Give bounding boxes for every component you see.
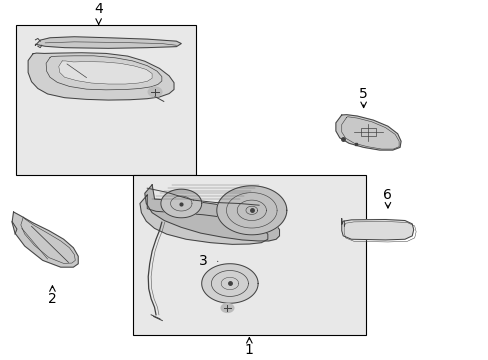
Text: 1: 1 — [244, 343, 253, 357]
Text: 5: 5 — [359, 87, 367, 102]
Bar — [132, 175, 366, 334]
Polygon shape — [144, 185, 279, 241]
Polygon shape — [12, 212, 78, 267]
Text: 6: 6 — [383, 188, 391, 202]
Polygon shape — [341, 219, 413, 240]
Circle shape — [216, 186, 286, 235]
Circle shape — [201, 264, 258, 303]
Polygon shape — [59, 61, 152, 84]
Text: 2: 2 — [48, 292, 57, 306]
Bar — [16, 25, 196, 175]
Text: 3: 3 — [199, 255, 207, 268]
Polygon shape — [35, 37, 181, 48]
Polygon shape — [335, 115, 400, 150]
Circle shape — [221, 303, 233, 312]
Polygon shape — [28, 53, 174, 100]
Bar — [361, 128, 375, 136]
Circle shape — [148, 87, 162, 96]
Polygon shape — [140, 195, 267, 244]
Circle shape — [161, 189, 201, 218]
Text: 4: 4 — [94, 2, 103, 16]
